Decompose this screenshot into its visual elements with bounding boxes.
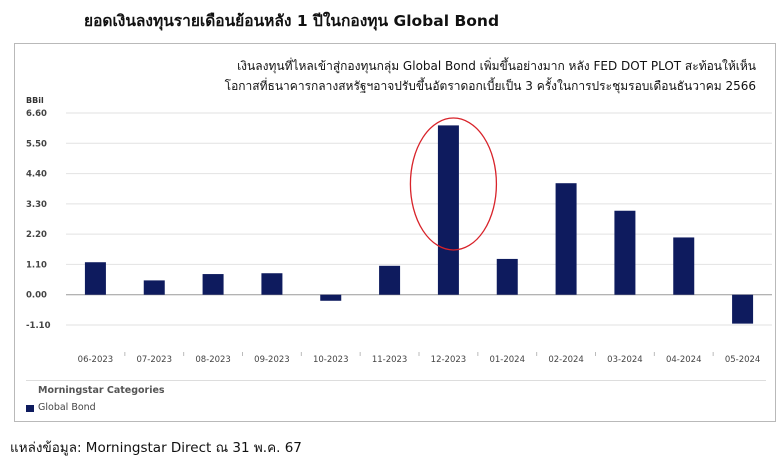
bar (437, 125, 459, 295)
x-tick-label: 10-2023 (313, 355, 349, 365)
y-tick-label: 6.60 (26, 109, 47, 119)
highlight-ellipse (409, 117, 498, 251)
y-axis-unit-label: BBil (26, 96, 44, 105)
bar (614, 210, 636, 295)
bar (84, 262, 106, 295)
bar (261, 273, 283, 295)
x-tick-label: 08-2023 (195, 355, 231, 365)
source-note: แหล่งข้อมูล: Morningstar Direct ณ 31 พ.ค… (10, 440, 302, 456)
annotation-line-1: เงินลงทุนที่ไหลเข้าสู่กองทุนกลุ่ม Global… (237, 59, 756, 73)
y-tick-label: 3.30 (26, 200, 47, 210)
y-tick-label: 4.40 (26, 170, 47, 180)
x-tick-label: 04-2024 (666, 355, 702, 365)
legend-divider (26, 380, 766, 381)
x-tick-label: 02-2024 (548, 355, 584, 365)
bar (673, 237, 695, 295)
bar (320, 294, 342, 301)
y-tick-label: 2.20 (26, 230, 47, 240)
chart-annotation: เงินลงทุนที่ไหลเข้าสู่กองทุนกลุ่ม Global… (186, 56, 756, 96)
x-tick-label: 06-2023 (78, 355, 114, 365)
x-tick-label: 03-2024 (607, 355, 643, 365)
annotation-line-2: โอกาสที่ธนาคารกลางสหรัฐฯอาจปรับขึ้นอัตรา… (224, 79, 756, 93)
x-tick-label: 11-2023 (372, 355, 408, 365)
x-tick-label: 05-2024 (725, 355, 761, 365)
bar (379, 265, 401, 295)
x-tick-label: 12-2023 (431, 355, 467, 365)
y-tick-label: -1.10 (26, 321, 51, 331)
y-tick-label: 0.00 (26, 291, 47, 301)
chart-frame (14, 43, 776, 422)
x-tick-label: 09-2023 (254, 355, 290, 365)
bar (732, 294, 754, 324)
chart-title: ยอดเงินลงทุนรายเดือนย้อนหลัง 1 ปีในกองทุ… (84, 12, 500, 30)
y-tick-label: 5.50 (26, 139, 47, 149)
legend-label-global-bond: Global Bond (38, 402, 96, 413)
bar (496, 258, 518, 295)
y-tick-label: 1.10 (26, 260, 47, 270)
x-tick-label: 01-2024 (489, 355, 525, 365)
bar (143, 280, 165, 295)
bar (202, 274, 224, 295)
bar (555, 183, 577, 295)
legend-swatch-global-bond (26, 405, 34, 412)
x-tick-label: 07-2023 (136, 355, 172, 365)
legend-title: Morningstar Categories (38, 385, 165, 396)
